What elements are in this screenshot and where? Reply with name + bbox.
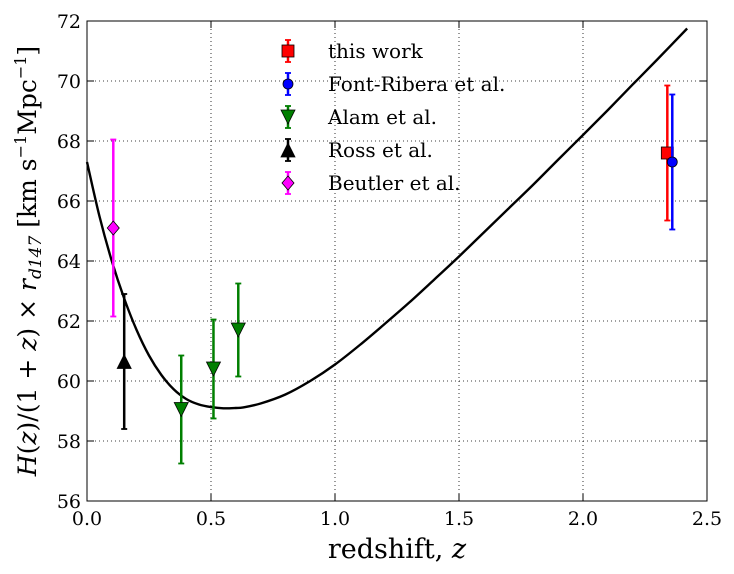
legend-alam-et-al-marker bbox=[280, 109, 296, 125]
legend-alam-et-al-label: Alam et al. bbox=[327, 105, 437, 129]
y-tick-label: 72 bbox=[57, 11, 81, 33]
legend-beutler-et-al-label: Beutler et al. bbox=[328, 171, 461, 195]
legend-this-work-marker bbox=[281, 44, 295, 58]
x-tick-label: 2.5 bbox=[692, 508, 722, 530]
legend-beutler-et-al-marker bbox=[281, 175, 295, 191]
legend-this-work-label: this work bbox=[328, 39, 424, 63]
font-ribera-et-al-point bbox=[666, 156, 678, 168]
model-curve bbox=[85, 27, 689, 410]
y-tick-label: 58 bbox=[57, 431, 81, 453]
legend-ross-et-al-label: Ross et al. bbox=[328, 138, 433, 162]
legend-font-ribera-et-al-label: Font-Ribera et al. bbox=[328, 72, 505, 96]
ticks: 0.0 0.5 1.0 1.5 2.0 2.5 56 58 60 62 64 66 68 70 72 bbox=[57, 11, 722, 530]
alam-et-al-point bbox=[173, 402, 189, 418]
y-tick-label: 64 bbox=[57, 251, 81, 273]
x-tick-label: 0.0 bbox=[72, 508, 102, 530]
alam-et-al-point bbox=[230, 322, 246, 338]
x-tick-label: 2.0 bbox=[568, 508, 598, 530]
x-tick-label: 1.5 bbox=[444, 508, 474, 530]
y-tick-label: 68 bbox=[57, 131, 81, 153]
ross-et-al-point bbox=[116, 353, 132, 369]
y-tick-label: 60 bbox=[57, 371, 81, 393]
y-axis-label: H(z)/(1 + z) × rd147 [km s−1Mpc−1] bbox=[11, 46, 46, 477]
y-tick-label: 62 bbox=[57, 311, 81, 333]
alam-et-al-point bbox=[205, 361, 222, 377]
data-points-layer bbox=[106, 84, 678, 465]
x-tick-label: 0.5 bbox=[196, 508, 226, 530]
legend-font-ribera-et-al-marker bbox=[282, 78, 294, 90]
legend-ross-et-al-marker bbox=[280, 142, 296, 158]
beutler-et-al-point bbox=[106, 220, 120, 236]
x-axis-label: redshift, z bbox=[328, 534, 467, 565]
model-curve-layer bbox=[85, 27, 689, 410]
y-tick-label: 56 bbox=[57, 491, 81, 513]
legend: this work Font-Ribera et al. Alam et al. Ro… bbox=[280, 39, 505, 195]
x-tick-label: 1.0 bbox=[320, 508, 350, 530]
y-tick-label: 66 bbox=[57, 191, 81, 213]
y-tick-label: 70 bbox=[57, 71, 81, 93]
